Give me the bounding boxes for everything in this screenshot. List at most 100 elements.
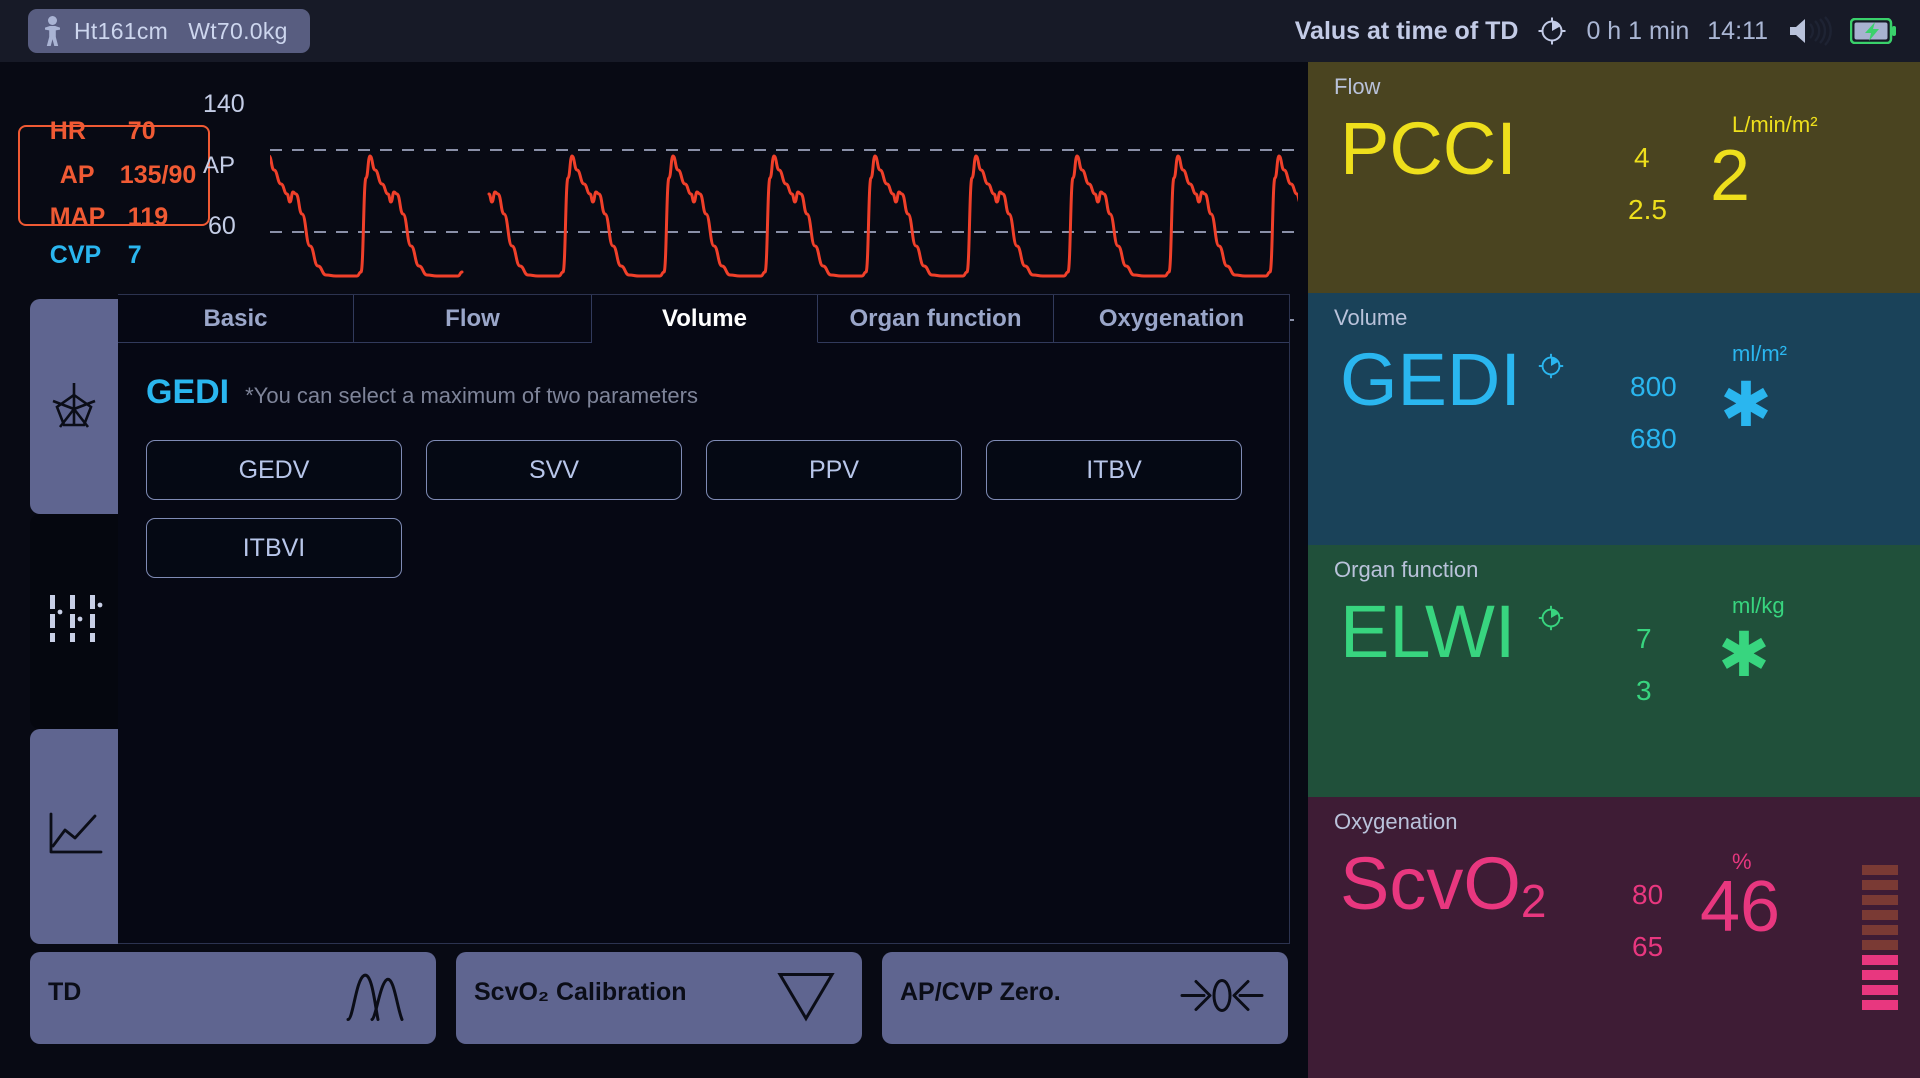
vital-hr-value: 70: [127, 117, 156, 145]
td-button[interactable]: TD: [30, 952, 436, 1044]
parameter-name-pcci: PCCI: [1340, 107, 1517, 190]
value-scvo2: 46: [1700, 867, 1781, 947]
scvo2-level-gauge: [1862, 865, 1898, 1010]
td-clock-icon-organ: [1536, 603, 1566, 633]
parameter-button-itbv[interactable]: ITBV: [986, 440, 1242, 500]
td-clock-icon: [1536, 15, 1568, 47]
parameter-selection-panel: Basic Flow Volume Organ function Oxygena…: [118, 294, 1290, 944]
measurement-panel-oxygenation[interactable]: Oxygenation ScvO2 % 80 65 46: [1308, 797, 1920, 1078]
scvo2-calibration-button[interactable]: ScvO₂ Calibration: [456, 952, 862, 1044]
td-values-title: Valus at time of TD: [1294, 16, 1519, 45]
unit-oxygenation: %: [1732, 849, 1752, 874]
ap-cvp-zero-label: AP/CVP Zero.: [900, 978, 1061, 1006]
td-clock-icon-volume: [1536, 351, 1566, 381]
vital-cvp-value: 7: [127, 241, 142, 269]
gauge-bar: [1862, 1000, 1898, 1010]
parameter-button-svv[interactable]: SVV: [426, 440, 682, 500]
panel-category-oxygenation: Oxygenation: [1334, 809, 1458, 834]
tab-basic[interactable]: Basic: [118, 295, 354, 343]
gauge-bar: [1862, 955, 1898, 965]
panel-category-flow: Flow: [1334, 74, 1381, 99]
vital-hr: HR 70: [22, 88, 156, 175]
value-pcci: 2: [1710, 136, 1751, 216]
view-mode-sidebar: [30, 299, 118, 944]
vital-cvp: CVP 7: [22, 212, 142, 299]
gauge-bar: [1862, 940, 1898, 950]
ap-cvp-zero-button[interactable]: AP/CVP Zero.: [882, 952, 1288, 1044]
panel-category-volume: Volume: [1334, 305, 1408, 330]
patient-measurements-text: Ht161cm Wt70.0kg: [74, 17, 288, 44]
range-high-flow: 4: [1634, 142, 1650, 173]
patient-info-chip[interactable]: Ht161cm Wt70.0kg: [28, 9, 310, 53]
value-gedi: ✱: [1720, 371, 1772, 440]
battery-charging-icon: [1849, 17, 1896, 45]
gauge-bar: [1862, 880, 1898, 890]
range-low-organ: 3: [1636, 675, 1652, 706]
vital-map-value: 119: [127, 203, 169, 231]
measurement-panel-flow[interactable]: Flow PCCI L/min/m² 4 2.5 2: [1308, 62, 1920, 293]
vital-ap[interactable]: AP 135/90: [18, 125, 211, 226]
range-low-volume: 680: [1630, 423, 1677, 454]
waveform-scale-label: AP: [203, 152, 236, 179]
measurement-panels: Flow PCCI L/min/m² 4 2.5 2 Volume GEDI m…: [1308, 62, 1920, 1078]
speaker-on-icon[interactable]: [1786, 16, 1832, 46]
gauge-bar: [1862, 895, 1898, 905]
parameter-button-itbvi[interactable]: ITBVI: [146, 518, 402, 578]
parameter-button-ppv[interactable]: PPV: [706, 440, 962, 500]
radar-chart-icon: [43, 373, 105, 440]
tab-flow[interactable]: Flow: [354, 295, 592, 343]
parameter-name-scvo2: ScvO2: [1340, 847, 1547, 927]
thermodilution-curve-icon: [342, 966, 412, 1031]
unit-organ: ml/kg: [1732, 593, 1785, 618]
parameter-button-grid: GEDV SVV PPV ITBV ITBVI: [146, 440, 1242, 578]
gauge-bar: [1862, 910, 1898, 920]
gauge-bar: [1862, 925, 1898, 935]
tab-organ-function[interactable]: Organ function: [818, 295, 1054, 343]
trend-line-icon: [43, 808, 105, 865]
triangle-down-icon: [774, 967, 838, 1030]
range-low-flow: 2.5: [1628, 194, 1667, 225]
range-low-oxygenation: 65: [1632, 931, 1664, 962]
sidebar-item-trend-view[interactable]: [30, 729, 118, 944]
unit-flow: L/min/m²: [1732, 112, 1818, 137]
vital-hr-label: HR: [49, 117, 86, 145]
value-elwi: ✱: [1718, 621, 1770, 690]
measurement-panel-organ-function[interactable]: Organ function ELWI ml/kg 7 3 ✱: [1308, 545, 1920, 797]
gauge-bar: [1862, 970, 1898, 980]
current-time: 14:11: [1707, 16, 1768, 45]
measurement-panel-volume[interactable]: Volume GEDI ml/m² 800 680 ✱: [1308, 293, 1920, 545]
category-tab-strip: Basic Flow Volume Organ function Oxygena…: [118, 295, 1289, 343]
gauge-bar: [1862, 865, 1898, 875]
numeric-values-icon: [44, 593, 104, 650]
action-button-bar: TD ScvO₂ Calibration AP/CVP Zero.: [30, 952, 1288, 1044]
tab-volume[interactable]: Volume: [592, 295, 818, 343]
main-content-area: Basic Flow Volume Organ function Oxygena…: [0, 294, 1308, 1078]
scvo2-calibration-label: ScvO₂ Calibration: [474, 978, 687, 1006]
tab-oxygenation[interactable]: Oxygenation: [1054, 295, 1289, 343]
parameter-button-gedv[interactable]: GEDV: [146, 440, 402, 500]
panel-hint-text: *You can select a maximum of two paramet…: [245, 383, 698, 408]
vital-ap-value: 135/90: [119, 161, 197, 189]
scvo2-subscript: 2: [1520, 875, 1547, 927]
range-high-oxygenation: 80: [1632, 879, 1664, 910]
scvo2-base: ScvO: [1340, 842, 1521, 925]
status-cluster: Valus at time of TD 0 h 1 min 14:11: [1295, 15, 1896, 47]
elapsed-time: 0 h 1 min: [1586, 16, 1690, 45]
waveform-scale-top: 140: [203, 90, 245, 118]
vital-map-label: MAP: [49, 203, 106, 231]
parameter-name-gedi: GEDI: [1340, 338, 1521, 421]
waveform-scale-bottom: 60: [208, 212, 236, 240]
sidebar-item-numeric-view[interactable]: [30, 514, 118, 729]
top-status-bar: Ht161cm Wt70.0kg Valus at time of TD 0 h…: [0, 0, 1920, 62]
range-high-volume: 800: [1630, 371, 1677, 402]
zero-arrows-icon: [1180, 973, 1264, 1024]
vital-ap-label: AP: [59, 161, 95, 189]
parameter-name-elwi: ELWI: [1340, 590, 1516, 673]
panel-body: GEDI *You can select a maximum of two pa…: [118, 343, 1289, 578]
range-high-organ: 7: [1636, 623, 1652, 654]
vital-map: MAP 119: [22, 174, 168, 261]
td-button-label: TD: [48, 978, 82, 1006]
vitals-waveform-area: HR 70 AP 135/90 MAP 119 CVP 7 140 AP 60: [0, 62, 1308, 321]
sidebar-item-radar-view[interactable]: [30, 299, 118, 514]
panel-header: GEDI *You can select a maximum of two pa…: [146, 373, 1289, 412]
